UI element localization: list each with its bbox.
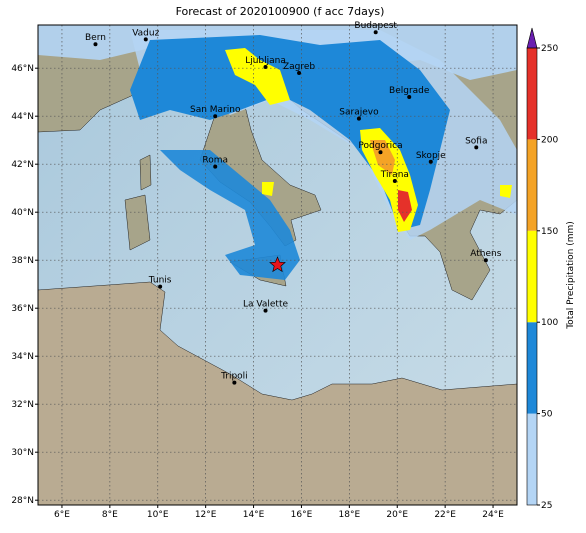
colorbar-tick-label: 250 <box>541 44 558 54</box>
x-tick-label: 18°E <box>339 510 361 520</box>
city-label: Tunis <box>148 276 172 286</box>
colorbar-tick-label: 100 <box>541 318 558 328</box>
city-dot <box>213 114 218 119</box>
city-label: Belgrade <box>389 86 430 96</box>
city-dot <box>474 145 479 150</box>
colorbar-segment <box>527 230 537 323</box>
city-dot <box>407 95 412 99</box>
event-marker <box>269 256 286 273</box>
y-tick-label: 46°N <box>11 64 34 74</box>
x-tick-label: 24°E <box>482 510 504 520</box>
map-title: Forecast of 2020100900 (f acc 7days) <box>176 5 385 18</box>
city-dot <box>378 150 383 155</box>
city-label: Roma <box>202 156 228 166</box>
colorbar-extend <box>526 27 538 49</box>
city-dot <box>297 71 302 75</box>
y-tick-label: 40°N <box>11 208 34 218</box>
city-label: Podgorica <box>358 141 402 151</box>
city-label: Tripoli <box>220 372 248 382</box>
grid-layer <box>38 25 517 505</box>
y-tick-label: 28°N <box>11 496 34 506</box>
city-dot <box>232 380 237 385</box>
city-dot <box>392 179 397 183</box>
city-label: San Marino <box>190 105 241 115</box>
x-tick-label: 16°E <box>291 510 313 520</box>
city-dot <box>143 37 148 42</box>
x-tick-label: 10°E <box>147 510 169 520</box>
colorbar-segment <box>527 413 537 505</box>
colorbar-label: Total Precipitation (mm) <box>566 221 576 330</box>
x-tick-label: 22°E <box>434 510 456 520</box>
x-tick-label: 8°E <box>102 510 118 520</box>
city-label: Vaduz <box>132 28 159 38</box>
y-tick-label: 38°N <box>11 256 34 266</box>
x-tick-label: 6°E <box>54 510 70 520</box>
city-dot <box>158 284 163 289</box>
city-dot <box>483 258 488 263</box>
city-label: Zagreb <box>283 62 315 72</box>
y-tick-label: 30°N <box>11 448 34 458</box>
y-tick-label: 44°N <box>11 112 34 122</box>
city-dot <box>213 164 218 169</box>
city-label: Bern <box>85 33 106 43</box>
colorbar-tick-label: 25 <box>541 501 552 511</box>
city-label: Skopje <box>416 151 446 161</box>
y-tick-label: 34°N <box>11 352 34 362</box>
city-label: La Valette <box>243 300 288 310</box>
x-tick-label: 12°E <box>195 510 217 520</box>
map-frame <box>37 24 518 506</box>
city-label: Ljubljana <box>245 56 286 66</box>
x-tick-label: 20°E <box>386 510 408 520</box>
city-label: Athens <box>470 249 501 259</box>
city-label: Budapest <box>354 21 397 31</box>
colorbar-segment <box>527 48 537 140</box>
colorbar-segment <box>527 322 537 414</box>
city-dot <box>263 65 268 69</box>
x-tick-label: 14°E <box>243 510 265 520</box>
city-label: Sofia <box>465 136 487 146</box>
city-dot <box>263 308 268 313</box>
colorbar-tick-label: 150 <box>541 227 558 237</box>
city-dot <box>373 30 378 35</box>
city-label: Tirana <box>380 170 409 180</box>
y-tick-label: 42°N <box>11 160 34 170</box>
colorbar-segment <box>527 139 537 231</box>
colorbar-tick-label: 50 <box>541 410 553 420</box>
city-dot <box>428 159 433 164</box>
colorbar-tick-label: 200 <box>541 135 558 145</box>
city-dot <box>356 116 361 121</box>
colorbar: 25 50 100 150 200 250 Total Precipitation (mm) <box>526 27 576 511</box>
city-dot <box>93 42 98 47</box>
city-label: Sarajevo <box>339 108 379 118</box>
y-tick-label: 32°N <box>11 400 34 410</box>
colorbar-frame <box>526 47 538 506</box>
y-tick-label: 36°N <box>11 304 34 314</box>
